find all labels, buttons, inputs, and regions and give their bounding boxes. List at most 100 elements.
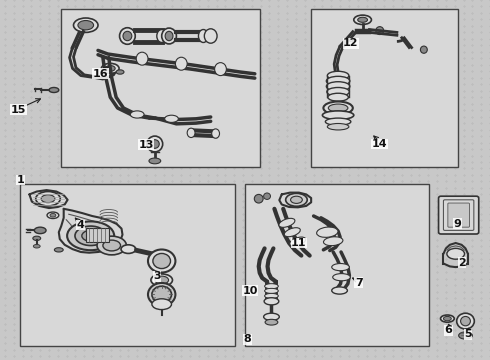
Ellipse shape [152, 299, 172, 310]
Ellipse shape [332, 287, 347, 294]
Ellipse shape [198, 30, 208, 42]
Ellipse shape [153, 253, 171, 269]
Ellipse shape [376, 27, 384, 35]
Ellipse shape [326, 76, 350, 86]
Ellipse shape [327, 123, 349, 130]
Text: 9: 9 [453, 219, 461, 229]
Ellipse shape [67, 221, 114, 250]
Ellipse shape [97, 236, 126, 255]
Ellipse shape [155, 276, 169, 284]
Ellipse shape [148, 283, 175, 306]
Ellipse shape [265, 288, 278, 293]
Ellipse shape [332, 264, 349, 271]
Ellipse shape [327, 71, 349, 80]
Ellipse shape [165, 31, 173, 41]
Ellipse shape [264, 313, 279, 320]
Ellipse shape [103, 240, 121, 251]
Ellipse shape [130, 111, 144, 118]
Ellipse shape [254, 194, 263, 203]
Ellipse shape [36, 192, 60, 206]
Ellipse shape [54, 248, 63, 252]
Ellipse shape [50, 213, 56, 217]
Ellipse shape [441, 315, 454, 322]
Ellipse shape [420, 46, 427, 53]
Ellipse shape [121, 245, 136, 253]
Ellipse shape [286, 193, 307, 206]
Ellipse shape [325, 118, 351, 125]
Ellipse shape [328, 104, 348, 112]
Ellipse shape [120, 28, 135, 44]
Ellipse shape [264, 193, 270, 199]
Ellipse shape [157, 30, 167, 42]
Ellipse shape [317, 227, 338, 237]
Ellipse shape [175, 57, 187, 70]
Ellipse shape [265, 293, 278, 298]
Ellipse shape [457, 313, 474, 329]
Ellipse shape [212, 129, 220, 138]
Ellipse shape [47, 212, 59, 219]
Text: 16: 16 [93, 69, 108, 79]
Text: 8: 8 [244, 334, 251, 344]
Ellipse shape [204, 29, 217, 43]
Ellipse shape [162, 28, 176, 44]
Ellipse shape [78, 21, 94, 30]
Bar [20, 184, 235, 346]
Ellipse shape [265, 284, 278, 289]
Text: 1: 1 [17, 175, 24, 185]
Ellipse shape [291, 196, 302, 203]
Ellipse shape [323, 102, 353, 114]
Ellipse shape [443, 316, 451, 321]
Ellipse shape [116, 70, 124, 74]
Ellipse shape [358, 17, 368, 22]
Ellipse shape [322, 111, 354, 120]
Text: 15: 15 [11, 105, 26, 115]
Ellipse shape [105, 66, 115, 71]
Text: 2: 2 [458, 258, 466, 268]
Text: 13: 13 [138, 140, 154, 150]
Ellipse shape [279, 219, 295, 227]
Ellipse shape [74, 18, 98, 32]
Ellipse shape [147, 136, 163, 152]
Ellipse shape [461, 316, 470, 326]
Ellipse shape [150, 140, 159, 148]
Ellipse shape [33, 236, 41, 240]
Bar [86, 228, 109, 242]
Ellipse shape [34, 227, 46, 234]
Ellipse shape [152, 286, 172, 303]
Ellipse shape [41, 195, 55, 203]
Text: 14: 14 [372, 139, 388, 149]
FancyBboxPatch shape [448, 203, 469, 227]
Ellipse shape [447, 248, 465, 259]
Ellipse shape [354, 15, 371, 24]
Ellipse shape [265, 319, 278, 325]
Bar [61, 9, 260, 167]
Ellipse shape [165, 115, 178, 122]
Ellipse shape [148, 249, 175, 273]
Ellipse shape [327, 87, 349, 96]
Ellipse shape [75, 226, 106, 246]
Ellipse shape [187, 128, 195, 138]
Ellipse shape [290, 237, 306, 246]
Text: 3: 3 [153, 271, 161, 282]
Text: 12: 12 [343, 38, 359, 48]
Ellipse shape [459, 332, 472, 339]
Ellipse shape [333, 274, 350, 281]
Ellipse shape [49, 87, 59, 93]
Text: 10: 10 [242, 286, 258, 296]
Ellipse shape [33, 244, 40, 248]
Ellipse shape [328, 93, 348, 101]
Text: 7: 7 [355, 278, 363, 288]
Ellipse shape [323, 237, 343, 246]
Text: 4: 4 [76, 220, 84, 230]
Bar [311, 9, 458, 167]
Ellipse shape [326, 82, 350, 91]
Ellipse shape [264, 298, 279, 305]
Text: 5: 5 [464, 329, 472, 339]
Ellipse shape [136, 52, 148, 65]
Ellipse shape [123, 31, 132, 41]
Ellipse shape [149, 158, 161, 164]
FancyBboxPatch shape [439, 196, 479, 234]
Ellipse shape [215, 63, 226, 76]
Text: 6: 6 [444, 325, 452, 336]
Bar [245, 184, 429, 346]
